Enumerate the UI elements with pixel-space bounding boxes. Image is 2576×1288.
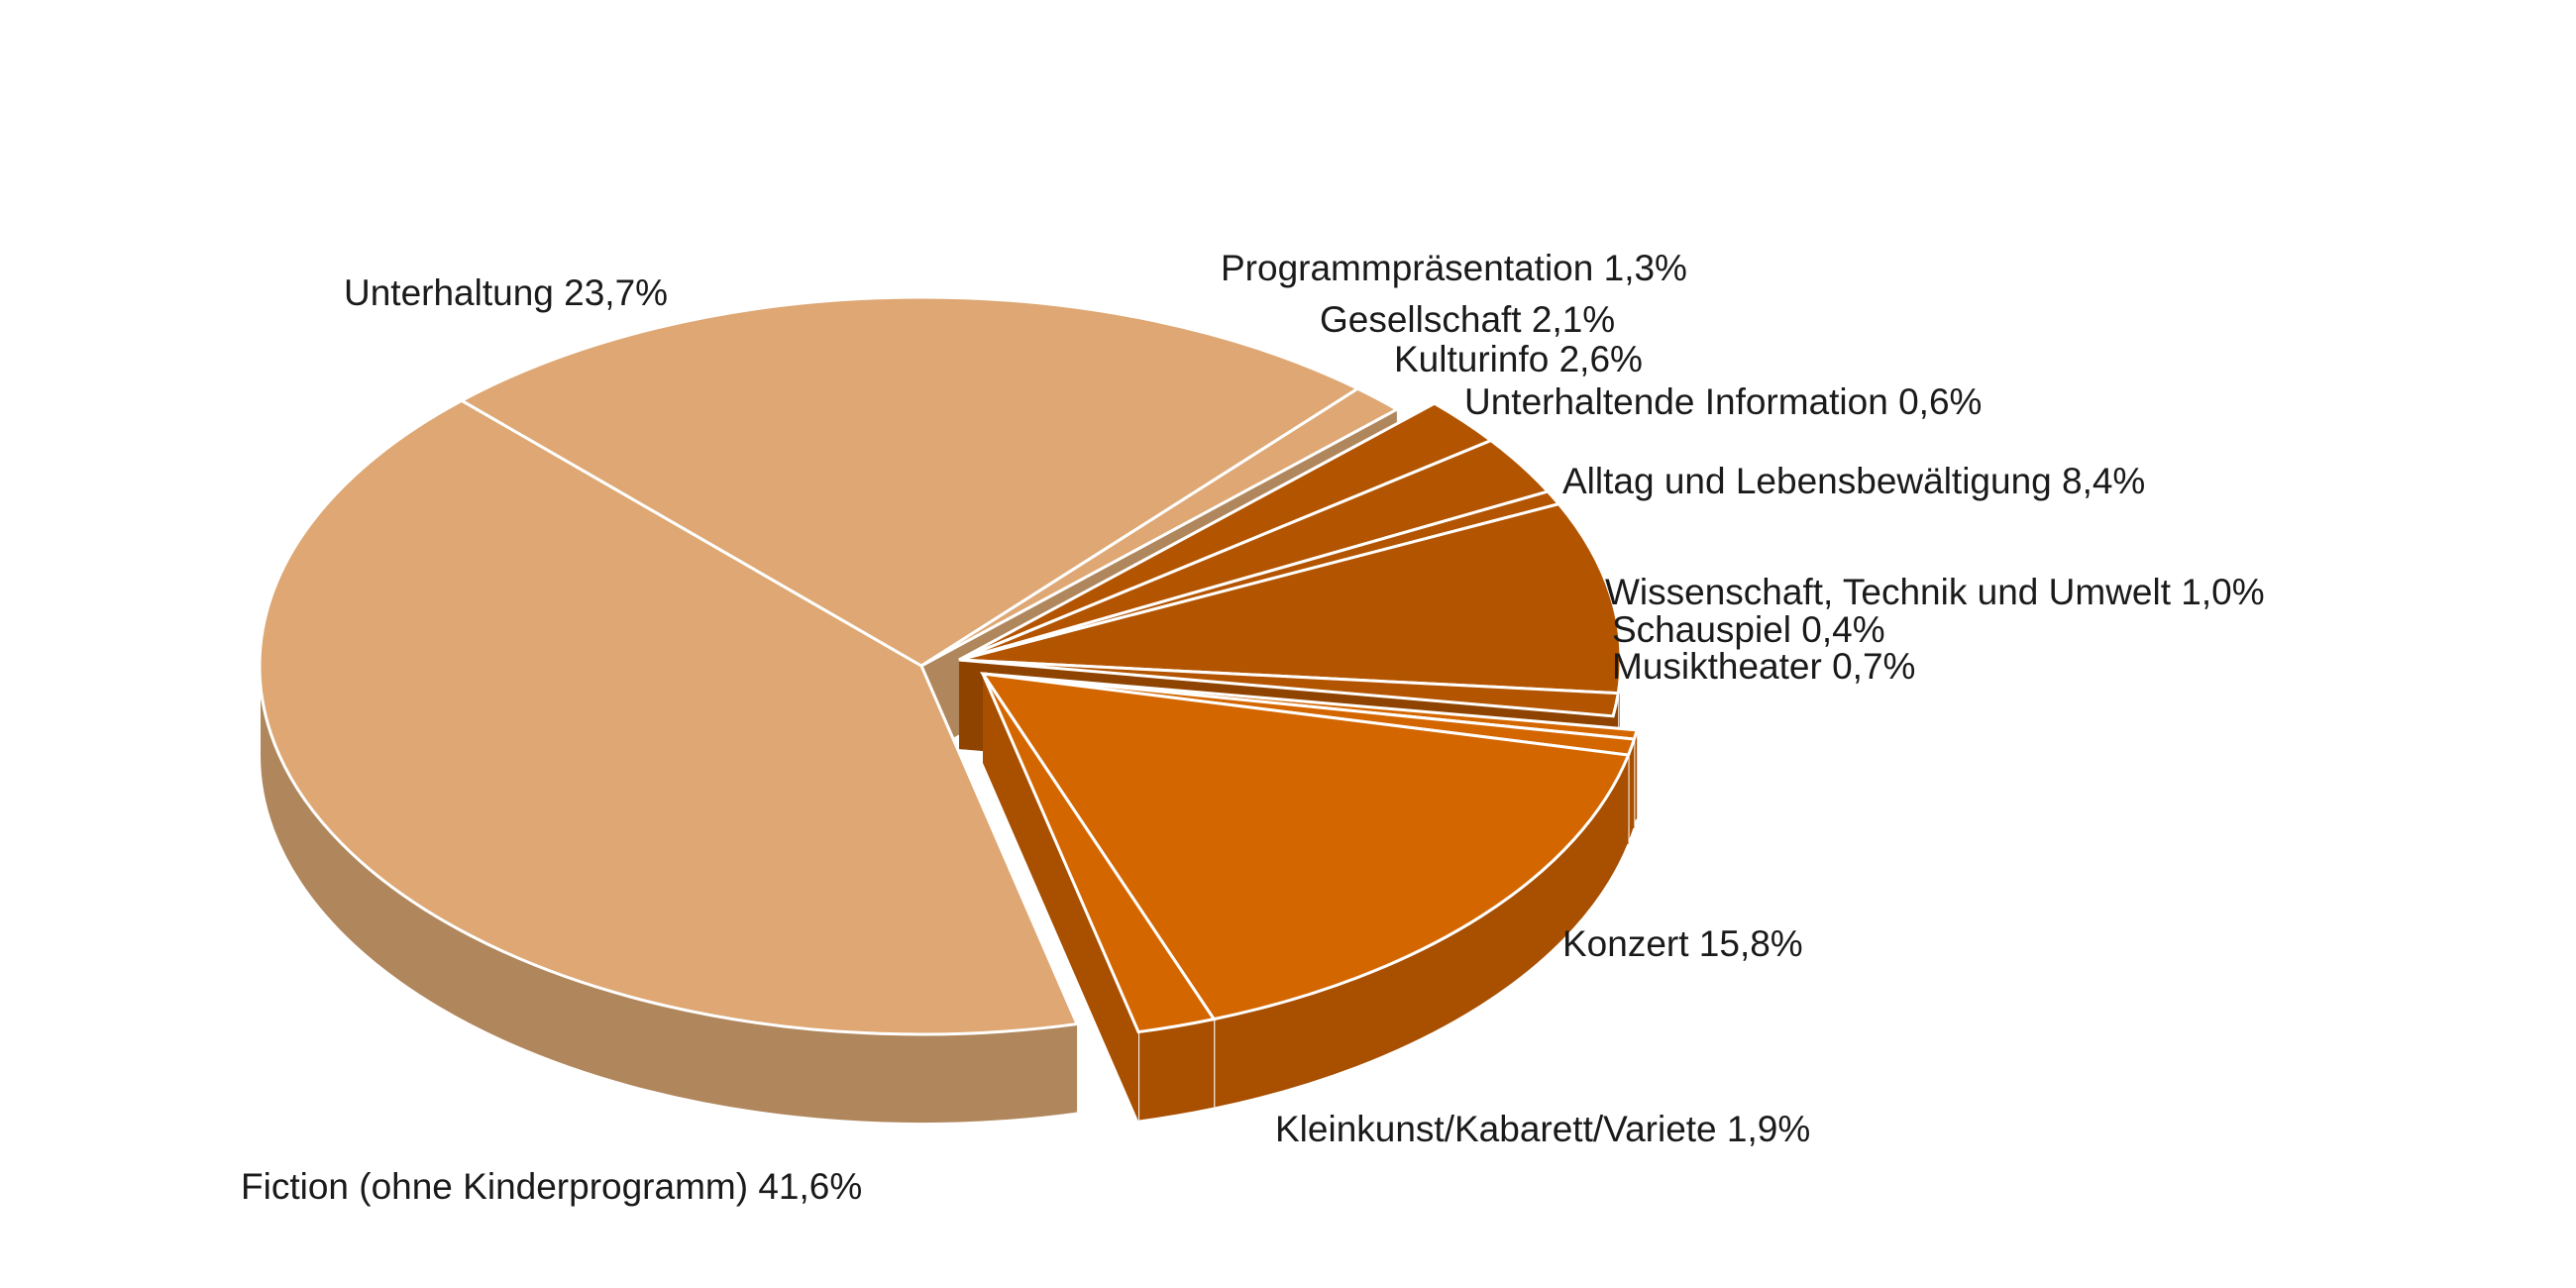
slice-label: Musiktheater 0,7% xyxy=(1612,646,1915,687)
slice-label: Kulturinfo 2,6% xyxy=(1394,339,1643,379)
pie-slice xyxy=(958,658,1621,718)
pie-labels: Fiction (ohne Kinderprogramm) 41,6% Unter… xyxy=(241,248,2265,1207)
slice-label: Fiction (ohne Kinderprogramm) 41,6% xyxy=(241,1166,862,1207)
slice-label: Unterhaltung 23,7% xyxy=(344,272,668,313)
slice-label: Gesellschaft 2,1% xyxy=(1320,299,1615,340)
slice-label: Konzert 15,8% xyxy=(1562,923,1803,964)
pie-slices xyxy=(258,295,1640,1125)
slice-label: Schauspiel 0,4% xyxy=(1612,609,1885,650)
slice-label: Alltag und Lebensbewältigung 8,4% xyxy=(1562,461,2145,501)
pie-slice xyxy=(979,672,1631,1021)
pie-slice xyxy=(958,501,1623,696)
slice-label: Unterhaltende Information 0,6% xyxy=(1464,381,1982,422)
slice-label: Programmpräsentation 1,3% xyxy=(1221,248,1687,288)
slice-label: Wissenschaft, Technik und Umwelt 1,0% xyxy=(1605,572,2265,612)
pie-slice xyxy=(258,398,1080,1036)
slice-label: Kleinkunst/Kabarett/Variete 1,9% xyxy=(1275,1109,1810,1149)
pie-slice-cut xyxy=(983,674,1139,1122)
pie-slice xyxy=(920,386,1400,668)
pie-slice xyxy=(981,673,1217,1034)
pie-slice xyxy=(458,295,1361,668)
